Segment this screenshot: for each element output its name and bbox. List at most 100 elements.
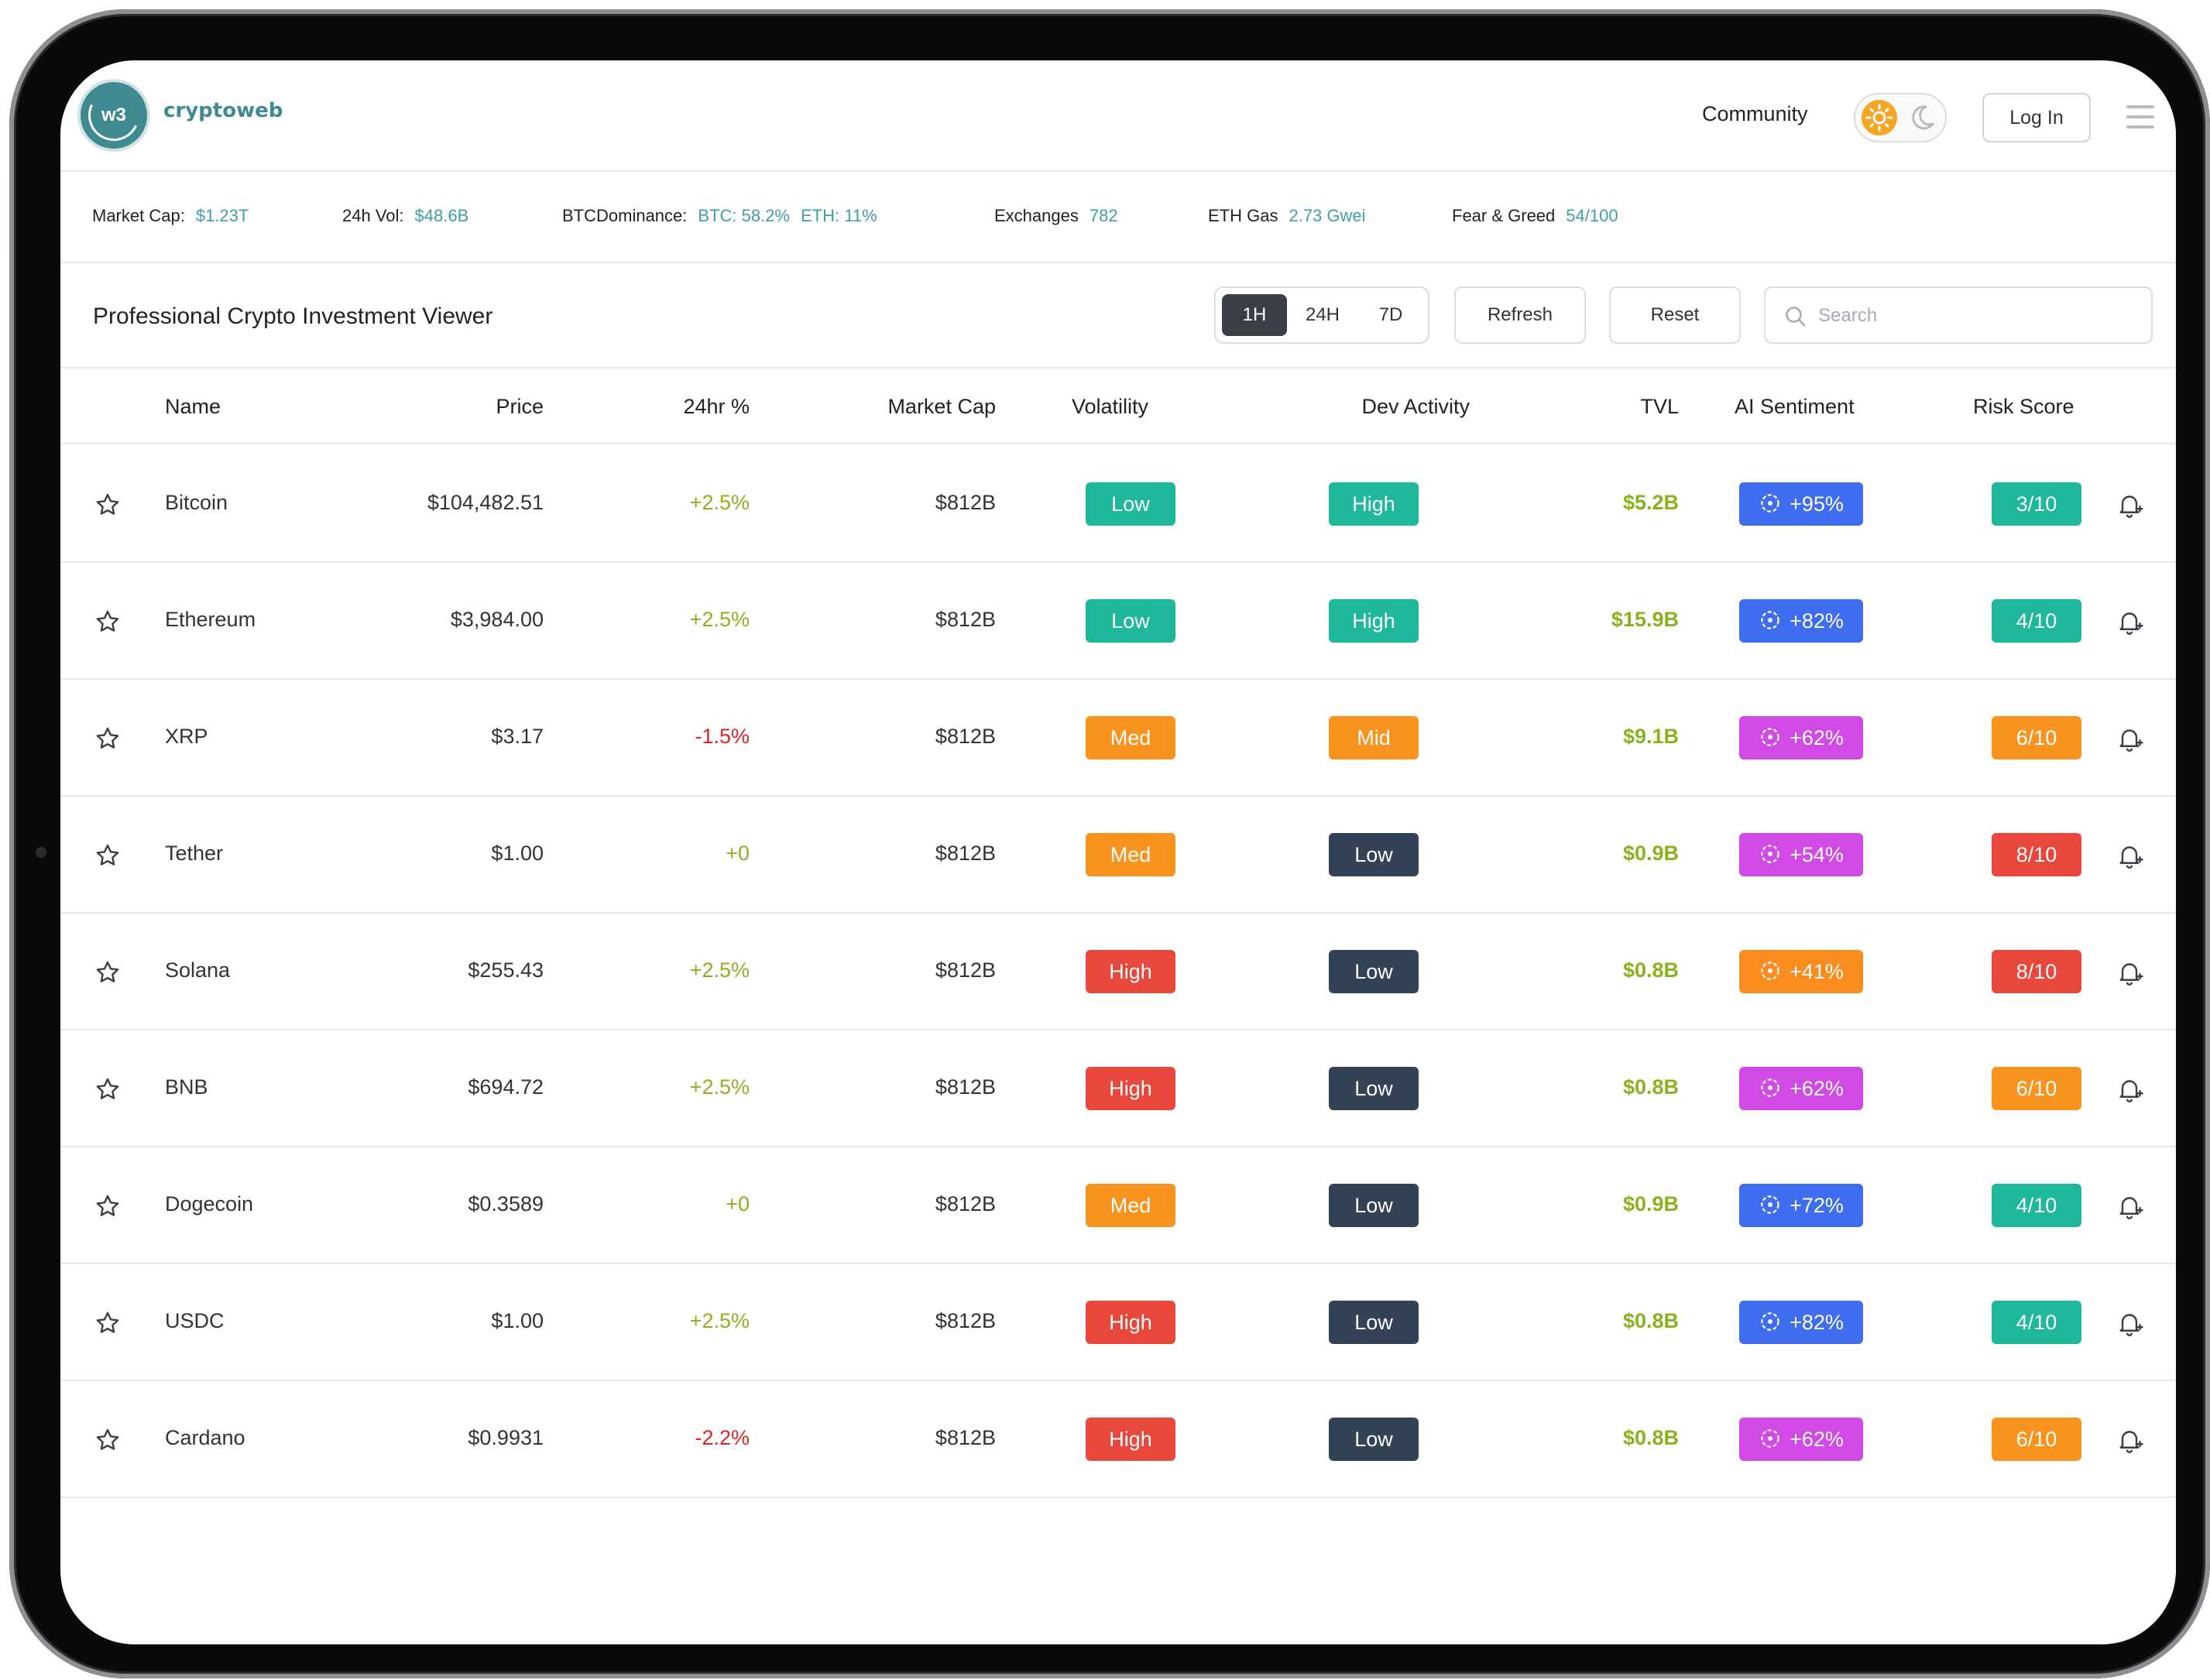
bell-plus-icon[interactable] [2116,1426,2143,1458]
search-icon [1786,307,1806,327]
table-row[interactable]: Cardano $0.9931 -2.2% $812B High Low $0.8B +62%… [60,1381,2176,1498]
column-header-change[interactable]: 24hr % [683,395,750,418]
coin-market-cap: $812B [935,1192,996,1215]
coin-tvl: $9.1B [1622,725,1679,748]
risk-score-badge: 8/10 [1992,833,2081,876]
sun-icon[interactable] [1862,100,1897,135]
column-header-dev-activity[interactable]: Dev Activity [1361,395,1470,418]
timeframe-1h[interactable]: 1H [1222,294,1287,336]
bell-plus-icon[interactable] [2116,608,2143,639]
volatility-badge: Low [1086,599,1175,643]
coin-name[interactable]: Solana [165,958,231,982]
app-screen: w3 cryptoweb Community [60,60,2176,1644]
coin-tvl: $0.8B [1622,1426,1679,1449]
dev-activity-badge: Mid [1329,716,1419,759]
coin-name[interactable]: BNB [165,1075,208,1099]
coin-name[interactable]: Dogecoin [165,1192,254,1215]
timeframe-selector: 1H 24H 7D [1214,286,1429,344]
hamburger-icon[interactable] [2126,105,2154,129]
table-row[interactable]: Dogecoin $0.3589 +0 $812B Med Low $0.9B +72% 4/1… [60,1147,2176,1264]
ai-sentiment-value: +62% [1790,1077,1844,1100]
refresh-button[interactable]: Refresh [1454,286,1586,344]
bell-plus-icon[interactable] [2116,1309,2143,1341]
timeframe-24h[interactable]: 24H [1305,304,1340,325]
coin-name[interactable]: XRP [165,725,208,748]
star-icon[interactable] [94,1427,121,1457]
table-row[interactable]: BNB $694.72 +2.5% $812B High Low $0.8B +62% 6/10 [60,1030,2176,1147]
ai-chip-icon [1759,843,1790,866]
theme-toggle[interactable] [1854,93,1947,142]
table-row[interactable]: XRP $3.17 -1.5% $812B Med Mid $9.1B +62% 6/10 [60,680,2176,797]
dev-activity-badge: Low [1329,1067,1419,1110]
ai-sentiment-value: +95% [1790,492,1844,516]
coin-change-24h: +2.5% [689,491,750,514]
coin-tvl: $5.2B [1622,491,1679,514]
coin-market-cap: $812B [935,608,996,631]
bell-plus-icon[interactable] [2116,958,2143,990]
dev-activity-badge: Low [1329,950,1419,993]
ai-sentiment-badge: +62% [1739,1418,1863,1461]
column-header-risk-score[interactable]: Risk Score [1973,395,2074,418]
coin-name[interactable]: Cardano [165,1426,245,1449]
coin-price: $255.43 [468,958,544,982]
coin-name[interactable]: Ethereum [165,608,256,631]
brand-name[interactable]: cryptoweb [163,99,283,122]
top-header: w3 cryptoweb Community [60,60,2176,172]
column-header-price[interactable]: Price [496,395,544,418]
column-header-tvl[interactable]: TVL [1640,395,1679,418]
coin-market-cap: $812B [935,958,996,982]
star-icon[interactable] [94,492,121,522]
bell-plus-icon[interactable] [2116,1075,2143,1107]
ai-sentiment-value: +82% [1790,609,1844,633]
star-icon[interactable] [94,609,121,639]
ai-sentiment-badge: +82% [1739,599,1863,643]
ai-sentiment-value: +62% [1790,1428,1844,1451]
table-row[interactable]: Tether $1.00 +0 $812B Med Low $0.9B +54% 8/10 [60,797,2176,914]
dev-activity-badge: High [1329,482,1419,526]
volatility-badge: High [1086,950,1175,993]
community-link[interactable]: Community [1702,102,1808,125]
timeframe-7d[interactable]: 7D [1378,304,1403,325]
coin-name[interactable]: Bitcoin [165,491,228,514]
bell-plus-icon[interactable] [2116,725,2143,756]
column-header-volatility[interactable]: Volatility [1072,395,1149,418]
ai-sentiment-value: +62% [1790,726,1844,749]
ai-sentiment-value: +82% [1790,1311,1844,1334]
star-icon[interactable] [94,1076,121,1106]
table-row[interactable]: Solana $255.43 +2.5% $812B High Low $0.8B +41% 8… [60,914,2176,1030]
coin-change-24h: -2.2% [695,1426,750,1449]
bell-plus-icon[interactable] [2116,1192,2143,1224]
coin-market-cap: $812B [935,1309,996,1332]
star-icon[interactable] [94,1193,121,1223]
table-row[interactable]: Ethereum $3,984.00 +2.5% $812B Low High $15.9B… [60,563,2176,680]
coin-name[interactable]: Tether [165,842,224,865]
table-row[interactable]: USDC $1.00 +2.5% $812B High Low $0.8B +82% 4/10 [60,1264,2176,1381]
column-header-market-cap[interactable]: Market Cap [887,395,996,418]
bell-plus-icon[interactable] [2116,491,2143,523]
table-row[interactable]: Bitcoin $104,482.51 +2.5% $812B Low High $5.2B… [60,446,2176,563]
column-header-ai-sentiment[interactable]: AI Sentiment [1735,395,1855,418]
tablet-frame: w3 cryptoweb Community [9,9,2210,1678]
ai-sentiment-value: +41% [1790,960,1844,983]
logo[interactable]: w3 [81,82,147,149]
ai-chip-icon [1759,960,1790,983]
search-input[interactable] [1818,297,2136,334]
coin-market-cap: $812B [935,725,996,748]
coin-tvl: $0.9B [1622,1192,1679,1215]
coin-market-cap: $812B [935,842,996,865]
coin-name[interactable]: USDC [165,1309,225,1332]
star-icon[interactable] [94,1310,121,1340]
column-header-name[interactable]: Name [165,395,221,418]
volatility-badge: Med [1086,1184,1175,1227]
ai-chip-icon [1759,1077,1790,1100]
reset-button[interactable]: Reset [1609,286,1741,344]
moon-icon[interactable] [1905,101,1939,135]
star-icon[interactable] [94,842,121,873]
star-icon[interactable] [94,725,121,756]
login-button[interactable]: Log In [1982,93,2091,142]
front-camera [36,847,46,858]
bell-plus-icon[interactable] [2116,842,2143,873]
star-icon[interactable] [94,959,121,989]
stat-eth-gas: ETH Gas 2.73 Gwei [1208,206,1366,225]
coin-market-cap: $812B [935,491,996,514]
